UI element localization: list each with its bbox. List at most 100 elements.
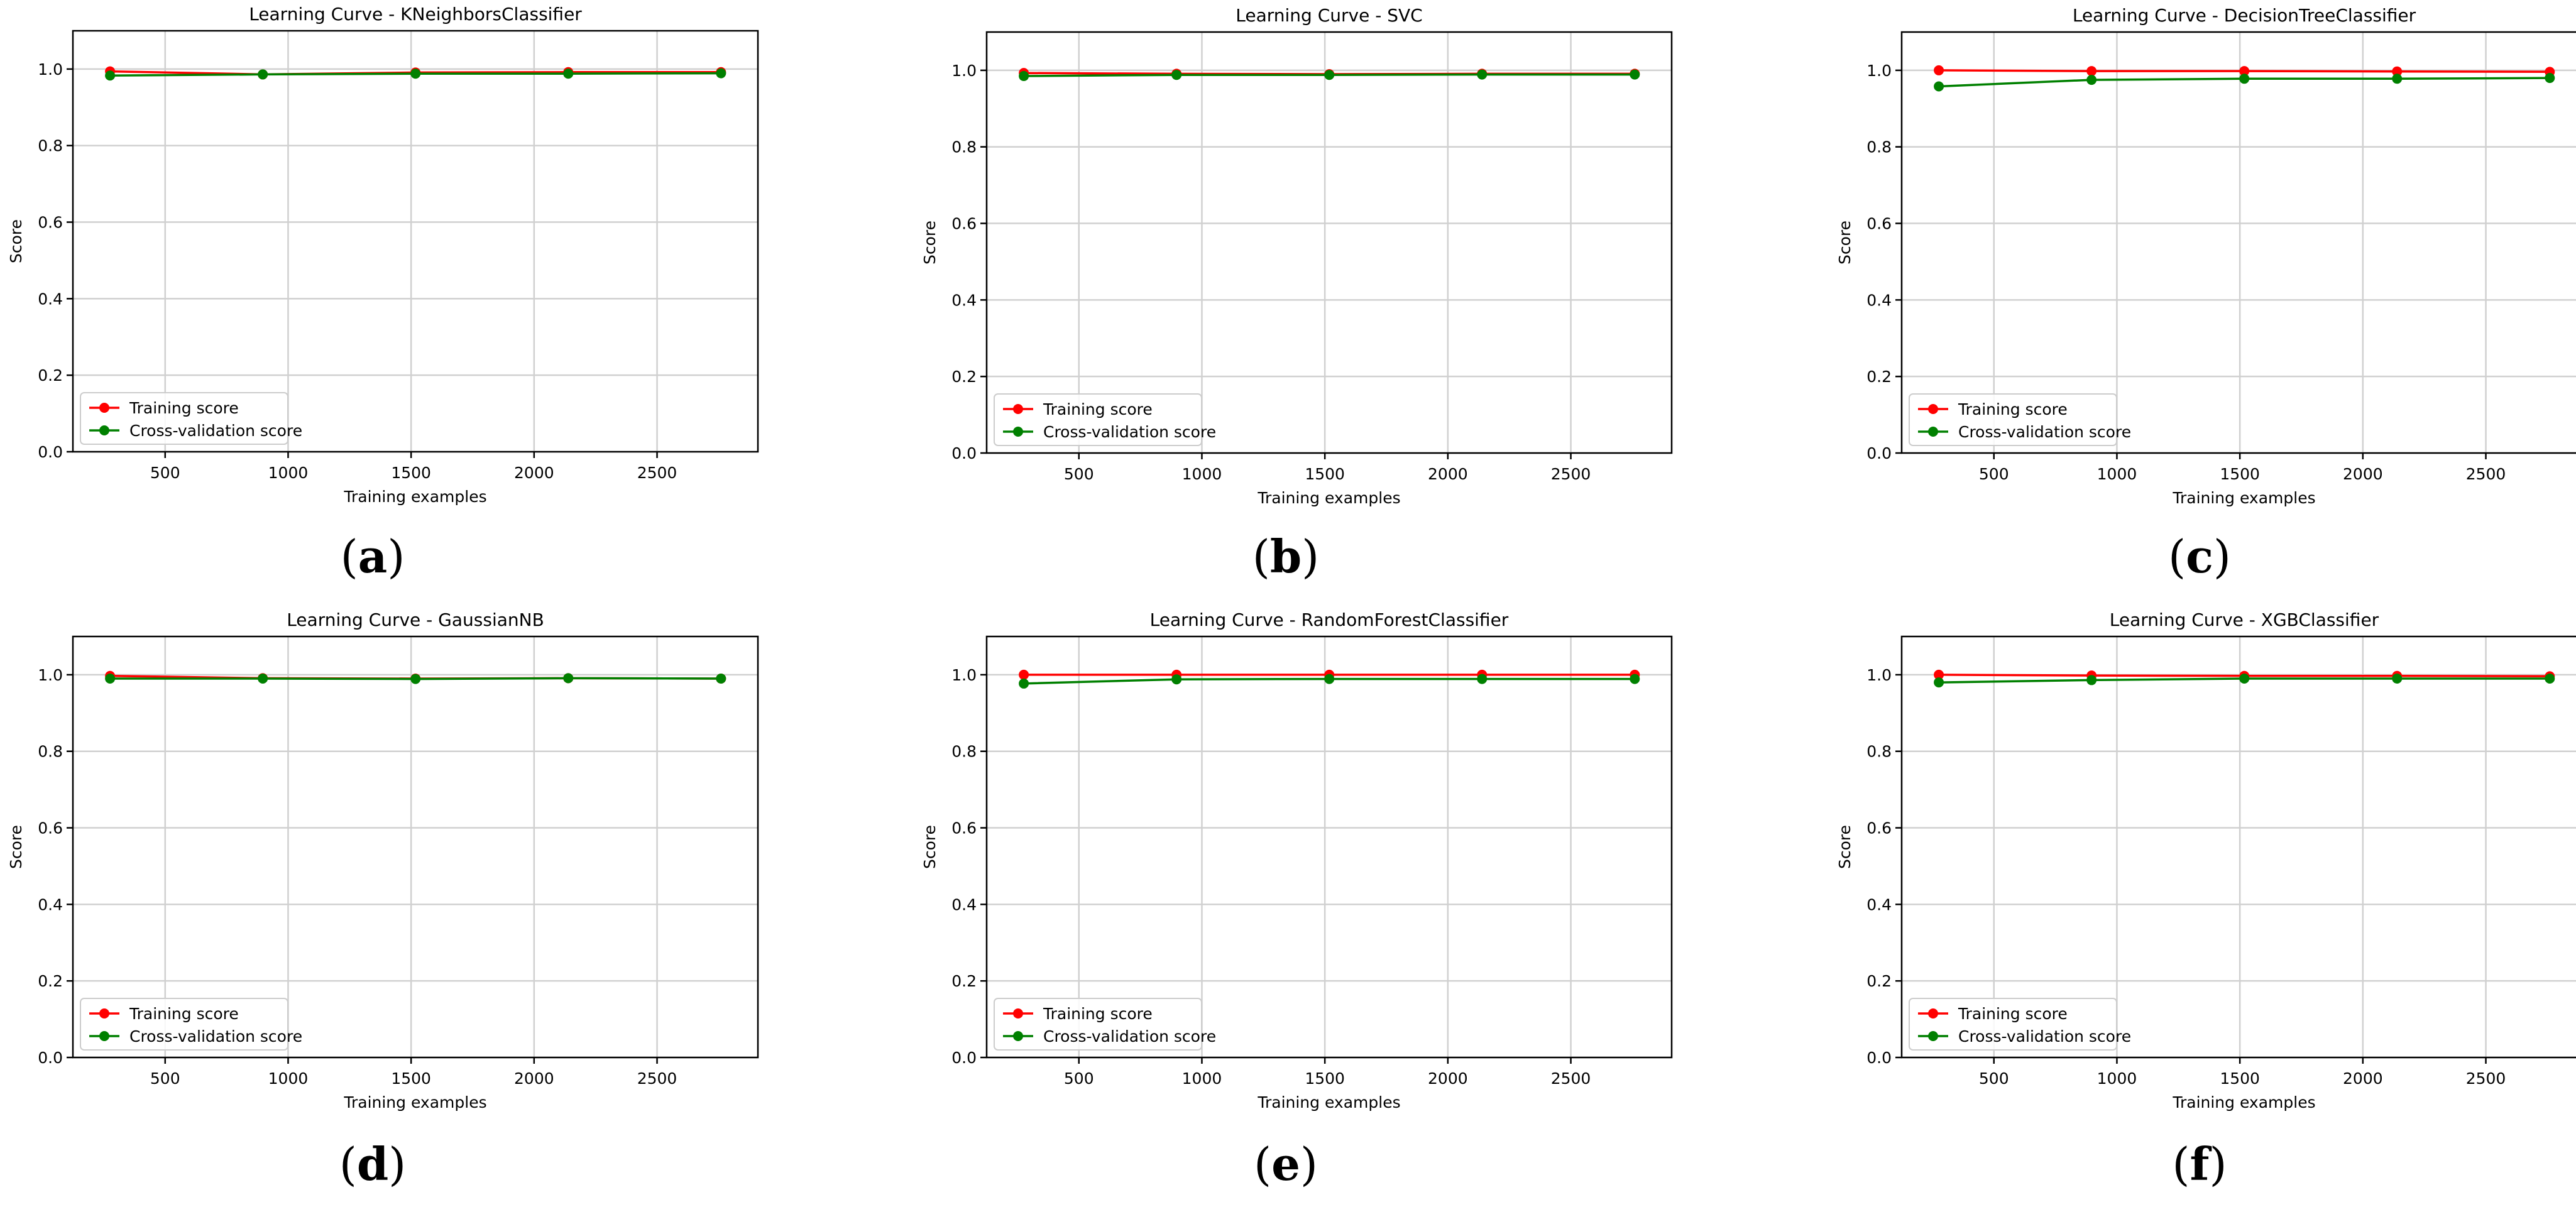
data-point bbox=[2392, 674, 2403, 684]
legend-swatch-marker bbox=[99, 403, 109, 413]
legend-swatch-marker bbox=[1013, 404, 1023, 414]
data-point bbox=[1934, 65, 1944, 75]
y-axis-label: Score bbox=[921, 825, 939, 869]
y-tick-label: 0.6 bbox=[951, 819, 977, 838]
data-point bbox=[2086, 66, 2097, 77]
y-tick-label: 0.6 bbox=[1866, 215, 1892, 233]
y-tick-label: 0.0 bbox=[951, 1049, 977, 1067]
x-axis-label: Training examples bbox=[2172, 489, 2315, 507]
y-tick-label: 0.0 bbox=[38, 1049, 63, 1067]
data-point bbox=[1019, 678, 1029, 689]
data-point bbox=[1630, 69, 1640, 80]
data-point bbox=[1171, 674, 1182, 685]
y-tick-label: 0.0 bbox=[1866, 1049, 1892, 1067]
legend-swatch-marker bbox=[1928, 404, 1938, 414]
data-point bbox=[563, 68, 574, 79]
legend-entry-label: Training score bbox=[129, 399, 239, 417]
x-tick-label: 2000 bbox=[1428, 1069, 1468, 1088]
x-tick-label: 1000 bbox=[2097, 465, 2137, 483]
data-point bbox=[2086, 75, 2097, 85]
data-point bbox=[410, 68, 421, 79]
legend-box bbox=[1909, 998, 2117, 1051]
chart-title: Learning Curve - KNeighborsClassifier bbox=[249, 4, 582, 25]
legend-swatch-marker bbox=[1013, 1008, 1023, 1019]
legend: Training score Cross-validation score bbox=[1909, 998, 2131, 1051]
legend-swatch-marker bbox=[1928, 427, 1938, 437]
y-tick-label: 0.4 bbox=[1866, 291, 1892, 309]
data-point bbox=[258, 69, 268, 80]
panel-caption-e: (e) bbox=[1254, 1137, 1318, 1191]
data-point bbox=[105, 70, 116, 81]
data-point bbox=[1630, 674, 1640, 684]
x-tick-label: 500 bbox=[1979, 465, 2009, 483]
data-point bbox=[2392, 74, 2403, 84]
x-tick-label: 2500 bbox=[637, 1069, 677, 1088]
data-point bbox=[2239, 66, 2250, 77]
plot-frame bbox=[72, 635, 759, 1059]
plot-frame bbox=[985, 635, 1673, 1059]
data-point bbox=[2545, 73, 2555, 84]
y-tick-label: 0.2 bbox=[1866, 368, 1892, 386]
y-tick-label: 0.4 bbox=[1866, 895, 1892, 914]
y-tick-label: 0.8 bbox=[951, 743, 977, 761]
y-tick-label: 1.0 bbox=[1866, 62, 1892, 80]
y-tick-label: 0.2 bbox=[38, 972, 63, 990]
legend: Training score Cross-validation score bbox=[994, 393, 1216, 446]
legend-box bbox=[994, 393, 1202, 446]
y-tick-label: 0.8 bbox=[38, 743, 63, 761]
x-tick-label: 2000 bbox=[514, 464, 554, 482]
x-tick-label: 2500 bbox=[2466, 1069, 2506, 1088]
data-point bbox=[1324, 674, 1335, 684]
legend-swatch-marker bbox=[99, 425, 109, 435]
y-tick-label: 0.0 bbox=[951, 444, 977, 462]
y-tick-label: 0.4 bbox=[38, 290, 63, 308]
y-tick-label: 0.4 bbox=[951, 291, 977, 309]
x-tick-label: 2000 bbox=[2343, 1069, 2383, 1088]
legend-box bbox=[1909, 393, 2117, 446]
chart-panel-e: 500 1000 1500 2000 2500 0.0 0.2 0.4 0.6 0.8 1.0 Lea… bbox=[921, 609, 1673, 1111]
x-tick-label: 1500 bbox=[1305, 1069, 1345, 1088]
chart-title: Learning Curve - DecisionTreeClassifier bbox=[2073, 5, 2416, 26]
data-point bbox=[2545, 674, 2555, 684]
data-point bbox=[1171, 70, 1182, 80]
y-axis-label: Score bbox=[921, 221, 939, 265]
chart-panel-d: 500 1000 1500 2000 2500 0.0 0.2 0.4 0.6 0.8 1.0 Lea… bbox=[7, 609, 759, 1111]
chart-title: Learning Curve - XGBClassifier bbox=[2110, 609, 2379, 630]
data-point bbox=[2239, 674, 2250, 684]
panel-caption-a: (a) bbox=[340, 530, 405, 583]
y-tick-label: 0.6 bbox=[38, 214, 63, 232]
y-tick-label: 0.8 bbox=[1866, 743, 1892, 761]
y-tick-label: 1.0 bbox=[1866, 666, 1892, 684]
y-tick-label: 0.2 bbox=[951, 368, 977, 386]
legend-entry-label: Cross-validation score bbox=[1043, 423, 1216, 441]
panel-caption-b: (b) bbox=[1252, 530, 1320, 583]
plot-frame bbox=[985, 31, 1673, 454]
y-tick-label: 0.0 bbox=[38, 443, 63, 461]
x-axis-label: Training examples bbox=[343, 488, 486, 506]
legend-entry-label: Cross-validation score bbox=[1958, 1027, 2131, 1046]
plot-frame bbox=[72, 30, 759, 453]
y-tick-label: 1.0 bbox=[38, 666, 63, 684]
data-point bbox=[2392, 66, 2403, 77]
y-tick-label: 0.4 bbox=[951, 895, 977, 914]
x-tick-label: 2000 bbox=[514, 1069, 554, 1088]
legend-entry-label: Training score bbox=[1958, 400, 2068, 418]
x-axis-label: Training examples bbox=[2172, 1093, 2315, 1111]
x-axis-label: Training examples bbox=[1257, 489, 1400, 507]
y-tick-label: 0.4 bbox=[38, 895, 63, 914]
legend-entry-label: Training score bbox=[129, 1005, 239, 1023]
legend-entry-label: Training score bbox=[1043, 400, 1153, 418]
data-point bbox=[1019, 71, 1029, 82]
y-tick-label: 0.0 bbox=[1866, 444, 1892, 462]
data-point bbox=[1934, 677, 1944, 688]
legend-entry-label: Training score bbox=[1043, 1005, 1153, 1023]
y-tick-label: 0.8 bbox=[1866, 138, 1892, 156]
legend-entry-label: Training score bbox=[1958, 1005, 2068, 1023]
x-tick-label: 1500 bbox=[1305, 465, 1345, 483]
y-tick-label: 0.2 bbox=[38, 366, 63, 385]
chart-title: Learning Curve - RandomForestClassifier bbox=[1150, 609, 1509, 630]
y-tick-label: 1.0 bbox=[38, 60, 63, 79]
y-axis-label: Score bbox=[7, 825, 25, 869]
data-point bbox=[2086, 675, 2097, 685]
